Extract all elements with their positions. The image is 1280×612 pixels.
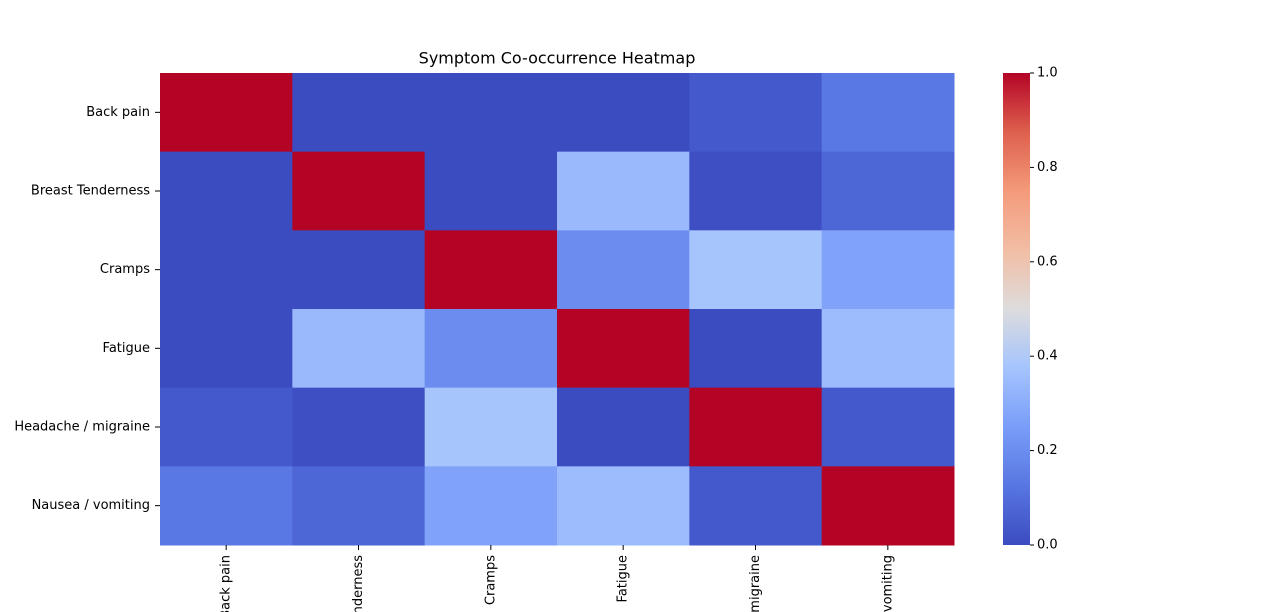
colorbar-tick-label: 0.8 <box>1037 160 1058 175</box>
heatmap-cell <box>821 73 955 153</box>
heatmap-cell <box>160 309 293 389</box>
colorbar-tick-label: 0.2 <box>1037 443 1058 458</box>
x-tick-label: Back pain <box>219 555 234 612</box>
heatmap-cell <box>160 73 293 153</box>
heatmap-cell <box>821 309 955 389</box>
heatmap-cell <box>292 387 426 467</box>
heatmap-cell <box>821 466 955 546</box>
heatmap-cell <box>424 151 558 231</box>
y-tick-label: Nausea / vomiting <box>32 498 150 513</box>
colorbar-tick-label: 0.6 <box>1037 254 1058 269</box>
colorbar-tick-label: 0.4 <box>1037 349 1058 364</box>
heatmap-cell <box>821 387 955 467</box>
heatmap-cell <box>292 466 426 546</box>
heatmap-cell <box>689 309 823 389</box>
heatmap-cell <box>557 73 690 153</box>
x-tick-label: Cramps <box>483 555 498 605</box>
heatmap-cell <box>557 151 690 231</box>
heatmap-cell <box>689 73 823 153</box>
y-tick-label: Fatigue <box>103 341 150 356</box>
y-tick-label: Back pain <box>86 105 150 120</box>
colorbar-tick-label: 0.0 <box>1037 538 1058 553</box>
heatmap-cell <box>424 309 558 389</box>
heatmap-cell <box>689 466 823 546</box>
heatmap-cell <box>821 230 955 310</box>
heatmap-cell <box>557 387 690 467</box>
y-tick-label: Headache / migraine <box>14 420 150 435</box>
heatmap-cell <box>557 466 690 546</box>
heatmap-cell <box>160 151 293 231</box>
heatmap-cell <box>689 230 823 310</box>
heatmap-cell <box>424 387 558 467</box>
heatmap-cell <box>292 309 426 389</box>
heatmap-cell <box>557 230 690 310</box>
heatmap-cell <box>424 73 558 153</box>
colorbar-tick-label: 1.0 <box>1037 66 1058 81</box>
heatmap-cell <box>689 387 823 467</box>
heatmap-cell <box>292 230 426 310</box>
x-tick-label: Nausea / vomiting <box>880 555 895 612</box>
heatmap-cell <box>689 151 823 231</box>
heatmap-cell <box>557 309 690 389</box>
y-tick-label: Cramps <box>100 262 150 277</box>
heatmap-cell <box>292 73 426 153</box>
heatmap-cell <box>160 230 293 310</box>
chart-title: Symptom Co-occurrence Heatmap <box>419 49 696 68</box>
heatmap-cell <box>424 466 558 546</box>
x-tick-label: Fatigue <box>616 555 631 602</box>
heatmap-cell <box>160 387 293 467</box>
heatmap-cell <box>160 466 293 546</box>
x-tick-label: Headache / migraine <box>748 555 763 612</box>
x-tick-label: Breast Tenderness <box>351 555 366 612</box>
heatmap-cell <box>424 230 558 310</box>
heatmap-cell <box>821 151 955 231</box>
y-tick-label: Breast Tenderness <box>31 184 150 199</box>
heatmap-cell <box>292 151 426 231</box>
colorbar <box>1003 73 1030 545</box>
